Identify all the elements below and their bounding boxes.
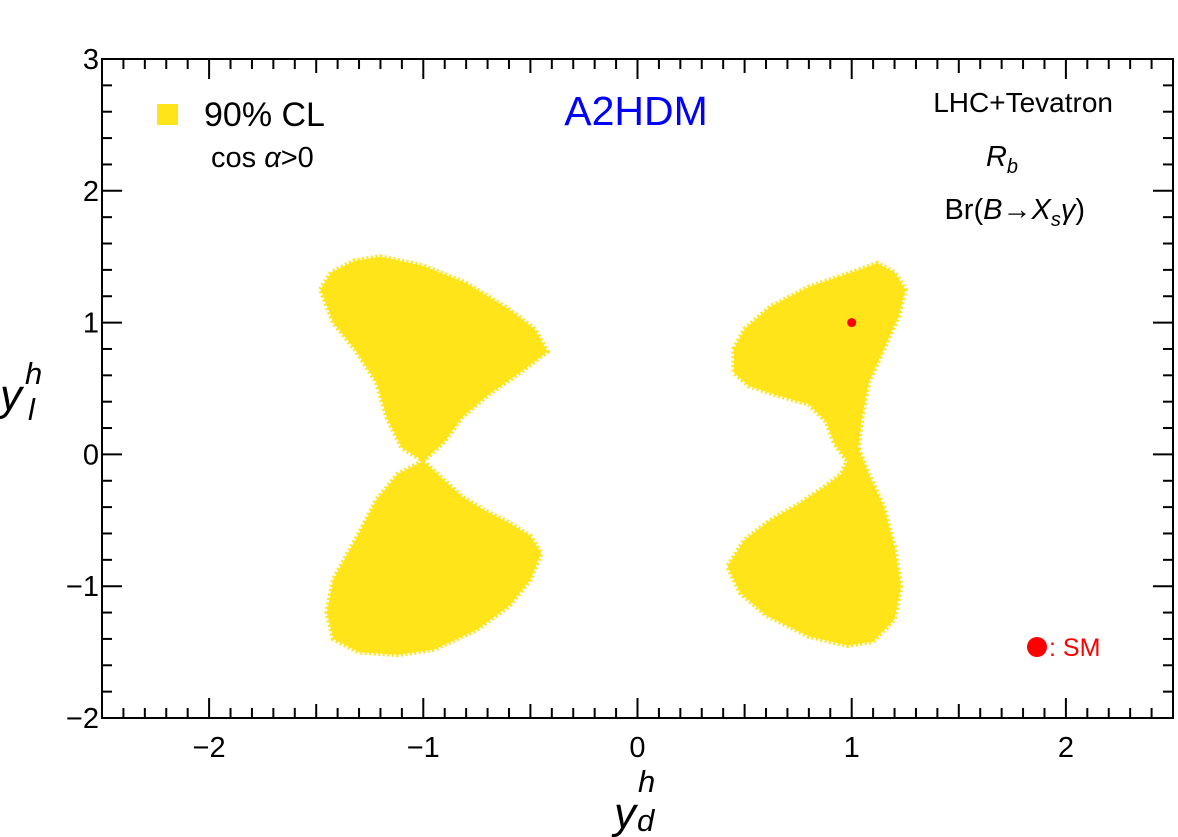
x-tick-label: −2 — [193, 732, 226, 764]
x-axis-label-sub: d — [637, 803, 656, 837]
bsg-prefix: Br( — [944, 194, 983, 226]
y-tick-label: 2 — [83, 176, 99, 208]
bsg-arrow: → — [1002, 194, 1031, 226]
bsg-suffix: ) — [1075, 194, 1085, 226]
x-tick-label: 2 — [1058, 732, 1074, 764]
constraint-lhc-tevatron: LHC+Tevatron — [933, 87, 1113, 118]
y-axis-label-sub: l — [28, 392, 36, 427]
legend-condition-suffix: >0 — [281, 142, 314, 174]
sm-legend-label: : SM — [1049, 634, 1100, 662]
allowed-regions — [318, 254, 908, 658]
region-right-lower-lobe — [725, 445, 904, 648]
plot-frame — [101, 58, 1174, 719]
y-tick-label: −1 — [66, 571, 99, 603]
bsg-B: B — [983, 194, 1002, 226]
legend-condition-prefix: cos — [211, 142, 264, 174]
legend-condition: cos α>0 — [211, 142, 314, 174]
region-left-lower-lobe — [324, 458, 544, 658]
legend-swatch-90cl — [157, 104, 178, 125]
bsg-X: X — [1030, 194, 1052, 226]
x-axis-label-main: y — [611, 789, 639, 837]
y-tick-label: 3 — [83, 44, 99, 76]
x-tick-label: −1 — [407, 732, 440, 764]
y-axis-label: yh l — [0, 356, 42, 427]
constraint-bsgamma: Br(B→Xsγ) — [944, 194, 1085, 231]
y-tick-label: −2 — [66, 703, 99, 735]
constraint-rb: Rb — [986, 141, 1018, 178]
x-tick-label: 1 — [844, 732, 860, 764]
y-axis-label-main: y — [0, 371, 25, 420]
region-right-upper-lobe — [731, 260, 908, 464]
region-left-upper-lobe — [318, 254, 550, 464]
sm-point — [847, 318, 857, 328]
x-tick-label: 0 — [629, 732, 645, 764]
legend-condition-symbol: α — [264, 142, 282, 174]
sm-legend-marker — [1027, 637, 1047, 657]
bsg-s: s — [1051, 209, 1061, 231]
chart-title: A2HDM — [564, 88, 708, 134]
constraint-rb-sub: b — [1007, 156, 1018, 178]
y-tick-label: 1 — [83, 308, 99, 340]
x-axis-label-sup: h — [638, 764, 655, 799]
tick-labels: −2 −1 0 1 2 −2 −1 0 1 2 3 — [66, 44, 1074, 764]
y-tick-label: 0 — [83, 439, 99, 471]
y-axis-label-sup: h — [25, 356, 42, 391]
bsg-gamma: γ — [1061, 194, 1077, 226]
x-axis-label: yh d — [611, 764, 656, 837]
constraint-rb-main: R — [986, 141, 1007, 173]
legend-label-90cl: 90% CL — [204, 96, 325, 134]
